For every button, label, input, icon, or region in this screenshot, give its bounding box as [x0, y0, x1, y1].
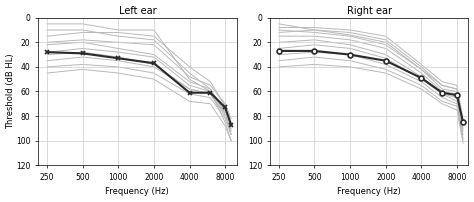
X-axis label: Frequency (Hz): Frequency (Hz) [105, 187, 169, 196]
X-axis label: Frequency (Hz): Frequency (Hz) [337, 187, 401, 196]
Title: Right ear: Right ear [346, 6, 392, 16]
Title: Left ear: Left ear [118, 6, 156, 16]
Y-axis label: Threshold (dB HL): Threshold (dB HL) [6, 54, 15, 129]
